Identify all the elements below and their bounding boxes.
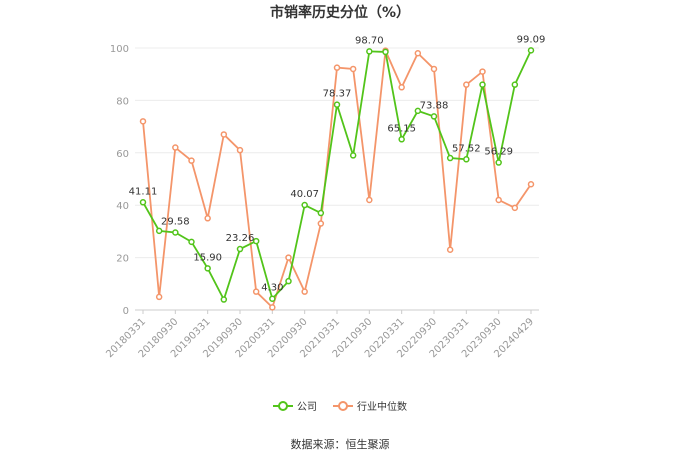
data-point-company [446, 154, 454, 162]
data-label: 57.52 [452, 143, 481, 154]
data-point-company [479, 81, 486, 88]
data-point-company [269, 295, 276, 302]
data-point-company [220, 296, 228, 303]
data-point-company [349, 152, 357, 159]
data-point-company [463, 156, 470, 163]
data-source-note: 数据来源：恒生聚源 [290, 438, 390, 451]
data-point-company [188, 238, 195, 246]
data-point-industry [479, 68, 486, 75]
data-point-company [236, 245, 244, 253]
data-point-industry [430, 65, 438, 73]
data-point-company [527, 47, 535, 54]
data-label: 99.09 [517, 34, 546, 45]
data-point-industry [333, 64, 341, 71]
data-point-industry [285, 254, 292, 261]
data-point-company [414, 107, 422, 115]
data-point-industry [446, 246, 454, 253]
data-label: 65.15 [387, 123, 416, 134]
data-point-industry [236, 146, 244, 154]
data-point-industry [398, 84, 405, 91]
data-point-company [398, 136, 405, 143]
data-point-company [155, 227, 163, 235]
legend-item-industry[interactable]: 行业中位数 [333, 398, 407, 413]
data-point-industry [317, 220, 325, 227]
data-point-industry [527, 180, 535, 188]
data-label: 98.70 [355, 35, 384, 46]
data-point-company [366, 48, 373, 55]
legend-label-industry: 行业中位数 [357, 402, 407, 413]
data-label: 15.90 [193, 252, 222, 263]
data-point-industry [511, 204, 519, 212]
data-label: 78.37 [323, 89, 352, 100]
data-point-company [252, 237, 260, 245]
data-point-company [285, 277, 292, 285]
data-point-industry [301, 288, 308, 295]
legend-swatch-company-icon [273, 400, 293, 411]
data-label: 4.30 [261, 283, 283, 294]
data-point-industry [188, 157, 195, 164]
y-tick-label: 100 [110, 44, 129, 55]
chart-legend[interactable]: 公司 行业中位数 [0, 398, 680, 413]
data-point-industry [366, 196, 373, 204]
data-label: 56.29 [484, 147, 513, 158]
data-point-industry [495, 196, 502, 204]
data-point-industry [414, 49, 422, 57]
data-point-industry [269, 304, 276, 311]
y-tick-label: 0 [123, 306, 129, 317]
data-point-company [495, 159, 502, 166]
data-point-company [204, 265, 211, 272]
data-point-company [382, 48, 389, 56]
data-point-industry [252, 288, 260, 295]
data-point-company [317, 209, 325, 217]
y-tick-label: 80 [116, 96, 129, 107]
data-label: 29.58 [161, 217, 190, 228]
data-point-company [301, 201, 308, 209]
data-point-industry [204, 215, 211, 222]
data-point-company [172, 229, 179, 236]
data-point-industry [155, 293, 163, 301]
data-point-industry [172, 144, 179, 151]
legend-label-company: 公司 [297, 402, 317, 413]
legend-swatch-industry-icon [333, 400, 353, 411]
legend-item-company[interactable]: 公司 [273, 398, 317, 413]
data-point-industry [463, 81, 470, 88]
data-point-industry [220, 131, 228, 138]
data-point-company [511, 81, 519, 88]
data-label: 23.26 [226, 233, 255, 244]
data-point-industry [139, 118, 147, 125]
data-label: 40.07 [290, 189, 319, 200]
data-point-company [333, 101, 341, 108]
chart-title: 市销率历史分位（%） [269, 5, 411, 21]
data-label: 41.11 [129, 186, 158, 197]
y-tick-label: 20 [116, 254, 129, 265]
data-point-company [430, 113, 438, 120]
data-label: 73.88 [420, 100, 449, 111]
data-point-industry [349, 65, 357, 73]
data-point-company [139, 199, 147, 206]
y-tick-label: 60 [116, 149, 129, 160]
y-tick-label: 40 [116, 201, 129, 212]
